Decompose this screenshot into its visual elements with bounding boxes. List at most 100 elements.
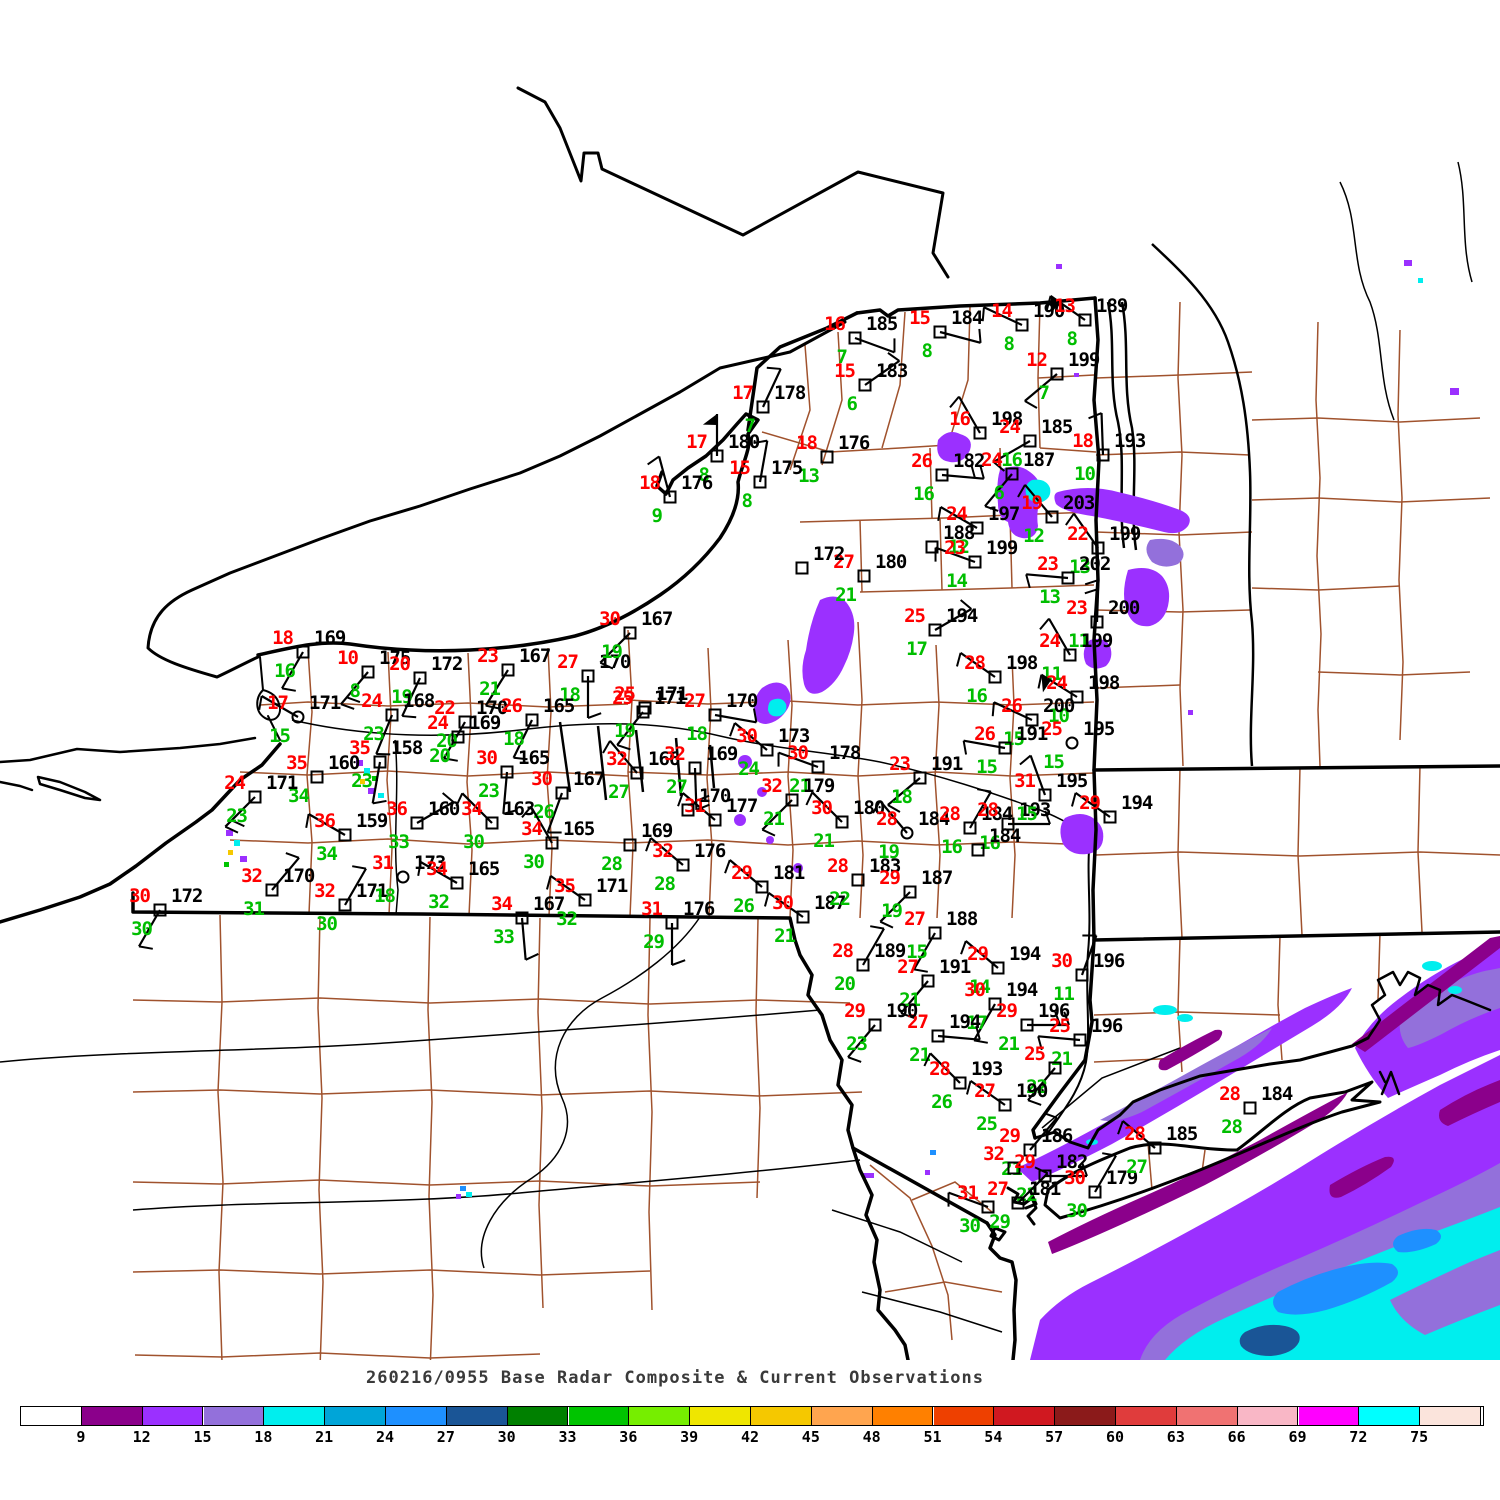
dewpoint-value: 23	[846, 1033, 867, 1055]
temperature-value: 27	[897, 956, 918, 978]
station-marker-icon	[998, 1098, 1012, 1112]
colorbar-label: 48	[862, 1428, 881, 1446]
pressure-value: 177	[726, 795, 758, 817]
station-marker-icon	[913, 771, 927, 785]
dewpoint-value: 6	[994, 482, 1005, 504]
colorbar-segment	[811, 1407, 873, 1425]
colorbar-segment	[1176, 1407, 1238, 1425]
temperature-value: 28	[827, 855, 848, 877]
pressure-value: 195	[1083, 718, 1115, 740]
pressure-value: 176	[683, 898, 715, 920]
colorbar-segment	[994, 1407, 1056, 1425]
station-marker-icon	[291, 710, 305, 724]
station-marker-icon	[688, 761, 702, 775]
station-marker-icon	[928, 926, 942, 940]
pressure-value: 199	[1109, 523, 1141, 545]
station-marker-icon	[153, 903, 167, 917]
station-marker-icon	[835, 815, 849, 829]
station-marker-icon	[933, 325, 947, 339]
colorbar-label: 12	[132, 1428, 151, 1446]
station-marker-icon	[1078, 313, 1092, 327]
colorbar-label: 69	[1288, 1428, 1307, 1446]
temperature-value: 32	[664, 743, 685, 765]
pressure-value: 190	[886, 1000, 918, 1022]
station-plot: 36 160 33	[386, 792, 461, 853]
station-marker-icon	[820, 450, 834, 464]
dewpoint-value: 13	[1069, 556, 1090, 578]
station-marker-icon	[1243, 1101, 1257, 1115]
station-plot: 27 188 15	[904, 908, 979, 973]
dewpoint-value: 34	[316, 843, 337, 865]
dewpoint-value: 32	[428, 891, 449, 913]
dewpoint-value: 15	[269, 725, 290, 747]
pressure-value: 187	[814, 892, 846, 914]
pressure-value: 199	[1081, 630, 1113, 652]
temperature-value: 27	[833, 551, 854, 573]
pressure-value: 198	[991, 408, 1023, 430]
pressure-value: 179	[1106, 1167, 1138, 1189]
temperature-value: 23	[477, 645, 498, 667]
pressure-value: 170	[699, 785, 731, 807]
station-plot: 10 175 8	[337, 647, 412, 710]
pressure-value: 202	[1079, 553, 1110, 575]
temperature-value: 28	[977, 799, 998, 821]
temperature-value: 13	[1054, 295, 1075, 317]
colorbar-segment	[1116, 1407, 1177, 1425]
pressure-value: 171	[596, 875, 628, 897]
station-marker-icon	[578, 893, 592, 907]
station-marker-icon	[1090, 615, 1104, 629]
station-marker-icon	[856, 958, 870, 972]
dewpoint-value: 17	[966, 1012, 987, 1034]
colorbar-label: 30	[497, 1428, 516, 1446]
dewpoint-value: 31	[243, 898, 264, 920]
dewpoint-value: 8	[742, 490, 753, 512]
station-plot: 31 177	[677, 792, 759, 827]
dewpoint-value: 34	[288, 785, 309, 807]
colorbar-label: 54	[984, 1428, 1003, 1446]
pressure-value: 185	[1041, 416, 1073, 438]
pressure-value: 194	[1006, 979, 1038, 1001]
pressure-value: 176	[694, 840, 726, 862]
temperature-value: 29	[844, 1000, 865, 1022]
station-plot: 13 189 8	[1046, 295, 1129, 350]
temperature-value: 31	[641, 898, 662, 920]
colorbar-label: 9	[76, 1428, 86, 1446]
pressure-value: 187	[921, 867, 953, 889]
station-plot: 35 160 34	[286, 752, 361, 807]
temperature-value: 24	[361, 690, 382, 712]
dewpoint-value: 30	[959, 1215, 980, 1237]
dewpoint-value: 11	[1068, 630, 1089, 652]
pressure-value: 183	[869, 855, 901, 877]
temperature-value: 18	[1072, 430, 1093, 452]
dewpoint-value: 21	[835, 584, 856, 606]
temperature-value: 32	[652, 840, 673, 862]
dewpoint-value: 27	[666, 776, 687, 798]
colorbar-segment	[446, 1407, 508, 1425]
station-marker-icon	[868, 1018, 882, 1032]
dewpoint-value: 6	[847, 393, 858, 415]
pressure-value: 171	[356, 880, 388, 902]
pressure-value: 168	[403, 690, 435, 712]
station-marker-icon	[925, 540, 939, 554]
station-marker-icon	[1011, 1196, 1025, 1210]
dewpoint-value: 23	[363, 723, 384, 745]
dewpoint-value: 21	[789, 775, 810, 797]
station-plot: 23 199 14	[934, 537, 1019, 592]
temperature-value: 27	[684, 690, 705, 712]
temperature-value: 28	[939, 803, 960, 825]
dewpoint-value: 27	[608, 781, 629, 803]
station-plot: 30 167 19	[599, 608, 674, 670]
pressure-value: 166	[648, 748, 680, 770]
dewpoint-value: 14	[946, 570, 967, 592]
pressure-value: 194	[1121, 792, 1153, 814]
colorbar-segment	[142, 1407, 204, 1425]
station-marker-icon	[1096, 448, 1110, 462]
colorbar-label: 72	[1349, 1428, 1368, 1446]
dewpoint-value: 28	[654, 873, 675, 895]
station-plot: 27 180 21	[833, 551, 908, 606]
pressure-value: 172	[431, 653, 462, 675]
station-marker-icon	[1061, 571, 1075, 585]
pressure-value: 160	[428, 798, 460, 820]
station-plot: 23 191 18	[887, 753, 964, 813]
